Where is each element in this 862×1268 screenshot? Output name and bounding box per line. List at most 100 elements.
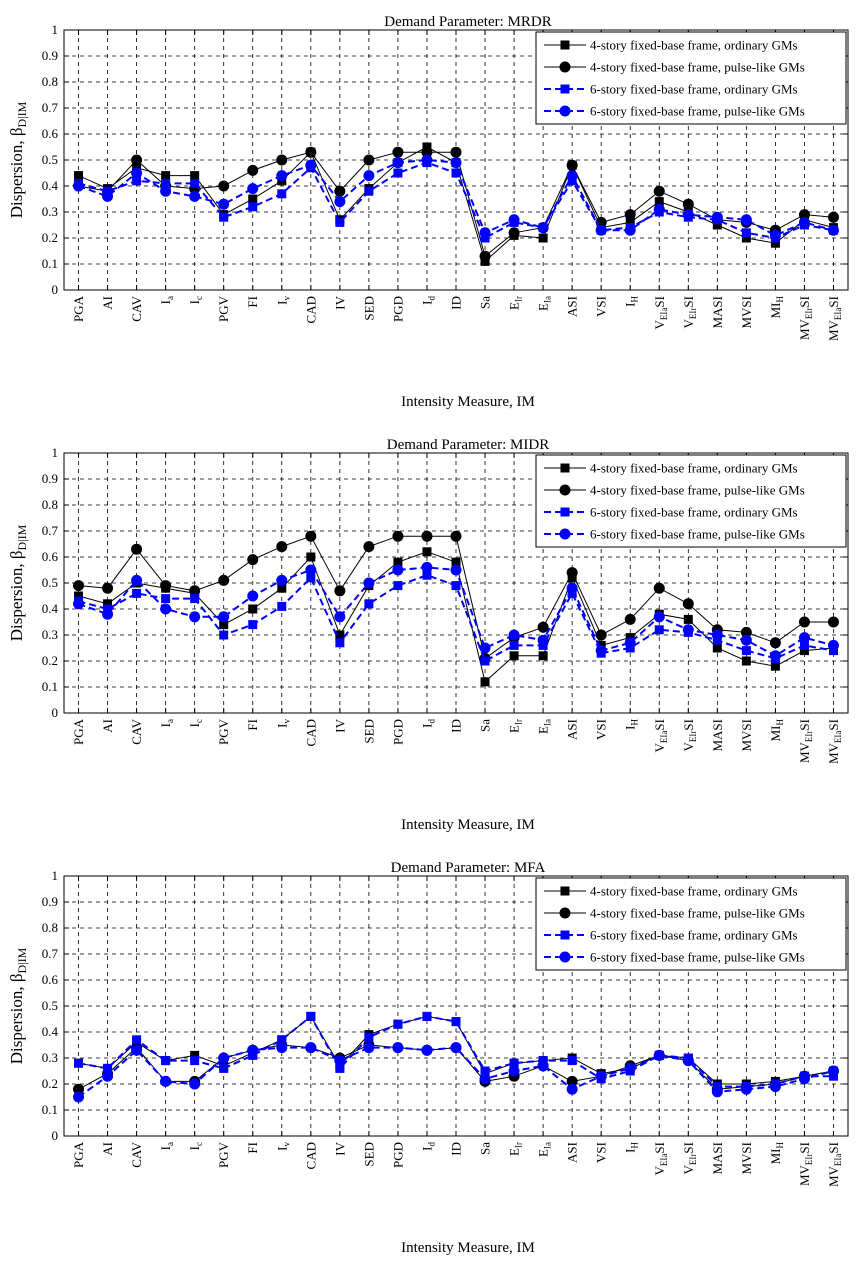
data-point	[334, 611, 346, 623]
x-tick-label: MVEIaSI	[826, 1142, 843, 1187]
data-point	[160, 1075, 172, 1087]
data-point	[450, 530, 462, 542]
data-point	[624, 209, 636, 221]
data-point	[131, 167, 143, 179]
data-point	[827, 639, 839, 651]
data-point	[190, 171, 200, 181]
y-tick-label: 0.8	[42, 497, 58, 512]
x-tick-label: PGV	[216, 295, 231, 322]
data-point	[392, 564, 404, 576]
data-point	[334, 185, 346, 197]
data-point	[305, 159, 317, 171]
data-point	[218, 198, 230, 210]
data-point	[247, 554, 259, 566]
data-point	[741, 228, 751, 238]
data-point	[653, 203, 665, 215]
y-tick-label: 0	[52, 705, 59, 720]
data-point	[73, 180, 85, 192]
data-point	[393, 581, 403, 591]
data-point	[537, 222, 549, 234]
data-point	[566, 1075, 578, 1087]
x-tick-label: CAD	[303, 719, 318, 746]
data-point	[392, 157, 404, 169]
data-point	[335, 217, 345, 227]
data-point	[798, 632, 810, 644]
data-point	[653, 582, 665, 594]
data-point	[595, 645, 607, 657]
x-tick-label: ASI	[565, 296, 580, 317]
x-tick-label: MIH	[768, 296, 785, 319]
y-tick-label: 0.5	[42, 998, 58, 1013]
x-tick-label: FI	[245, 296, 260, 308]
data-point	[160, 185, 172, 197]
data-point	[740, 1083, 752, 1095]
legend-label: 4-story fixed-base frame, pulse-like GMs	[590, 60, 805, 75]
data-point	[827, 211, 839, 223]
data-point	[740, 634, 752, 646]
y-tick-label: 1	[52, 868, 59, 883]
y-tick-label: 0.6	[42, 126, 59, 141]
data-point	[770, 238, 780, 248]
x-tick-label: ASI	[565, 1142, 580, 1163]
y-tick-label: 0.7	[42, 523, 59, 538]
chart-panel: 0 0.1 0.2 0.3 0.4 0.5 0.6 0.7 0.8 0.9 1 PGA AI CAV Ia I…	[7, 14, 849, 410]
data-point	[799, 640, 809, 650]
x-tick-label: Iv	[274, 719, 291, 728]
data-point	[102, 190, 114, 202]
data-point	[711, 629, 723, 641]
legend-marker	[560, 84, 570, 94]
data-point	[479, 250, 491, 262]
data-point	[363, 1042, 375, 1054]
data-point	[74, 1058, 84, 1068]
x-tick-label: ASI	[565, 719, 580, 740]
data-point	[595, 629, 607, 641]
data-point	[73, 580, 85, 592]
legend-marker	[560, 463, 570, 473]
data-point	[218, 574, 230, 586]
data-point	[769, 637, 781, 649]
x-tick-label: MIH	[768, 1142, 785, 1165]
legend-label: 4-story fixed-base frame, ordinary GMs	[590, 884, 798, 899]
legend-label: 6-story fixed-base frame, pulse-like GMs	[590, 527, 805, 542]
data-point	[393, 168, 403, 178]
data-point	[827, 224, 839, 236]
x-tick-label: PGA	[71, 1141, 86, 1168]
x-tick-label: PGV	[216, 1141, 231, 1168]
data-point	[509, 640, 519, 650]
data-point	[277, 189, 287, 199]
legend-marker	[560, 930, 570, 940]
data-point	[219, 630, 229, 640]
x-tick-label: Sa	[478, 719, 493, 732]
x-tick-label: EIa	[536, 296, 553, 311]
data-point	[189, 1078, 201, 1090]
data-point	[363, 154, 375, 166]
data-point	[335, 1063, 345, 1073]
data-point	[827, 1065, 839, 1077]
data-point	[769, 1081, 781, 1093]
legend: 4-story fixed-base frame, ordinary GMs 4-…	[535, 877, 847, 971]
x-tick-label: MVEIrSI	[797, 296, 814, 340]
data-point	[508, 629, 520, 641]
x-tick-label: CAD	[303, 296, 318, 323]
data-point	[306, 1011, 316, 1021]
x-tick-label: Ia	[158, 719, 175, 727]
data-point	[567, 1056, 577, 1066]
data-point	[189, 585, 201, 597]
legend-marker	[560, 886, 570, 896]
data-point	[595, 1070, 607, 1082]
data-point	[740, 626, 752, 638]
y-axis-label: Dispersion, βD|IM	[7, 101, 29, 218]
data-point	[161, 1056, 171, 1066]
data-point	[798, 1073, 810, 1085]
x-tick-label: MVSI	[739, 1142, 754, 1175]
x-tick-label: VEIrSI	[681, 719, 698, 751]
x-axis-label: Intensity Measure, IM	[401, 394, 535, 410]
legend-label: 6-story fixed-base frame, pulse-like GMs	[590, 104, 805, 119]
data-point	[161, 178, 171, 188]
y-tick-label: 0.3	[42, 1050, 58, 1065]
data-point	[74, 171, 84, 181]
y-tick-label: 0.8	[42, 920, 58, 935]
data-point	[73, 598, 85, 610]
data-point	[392, 530, 404, 542]
data-point	[451, 168, 461, 178]
